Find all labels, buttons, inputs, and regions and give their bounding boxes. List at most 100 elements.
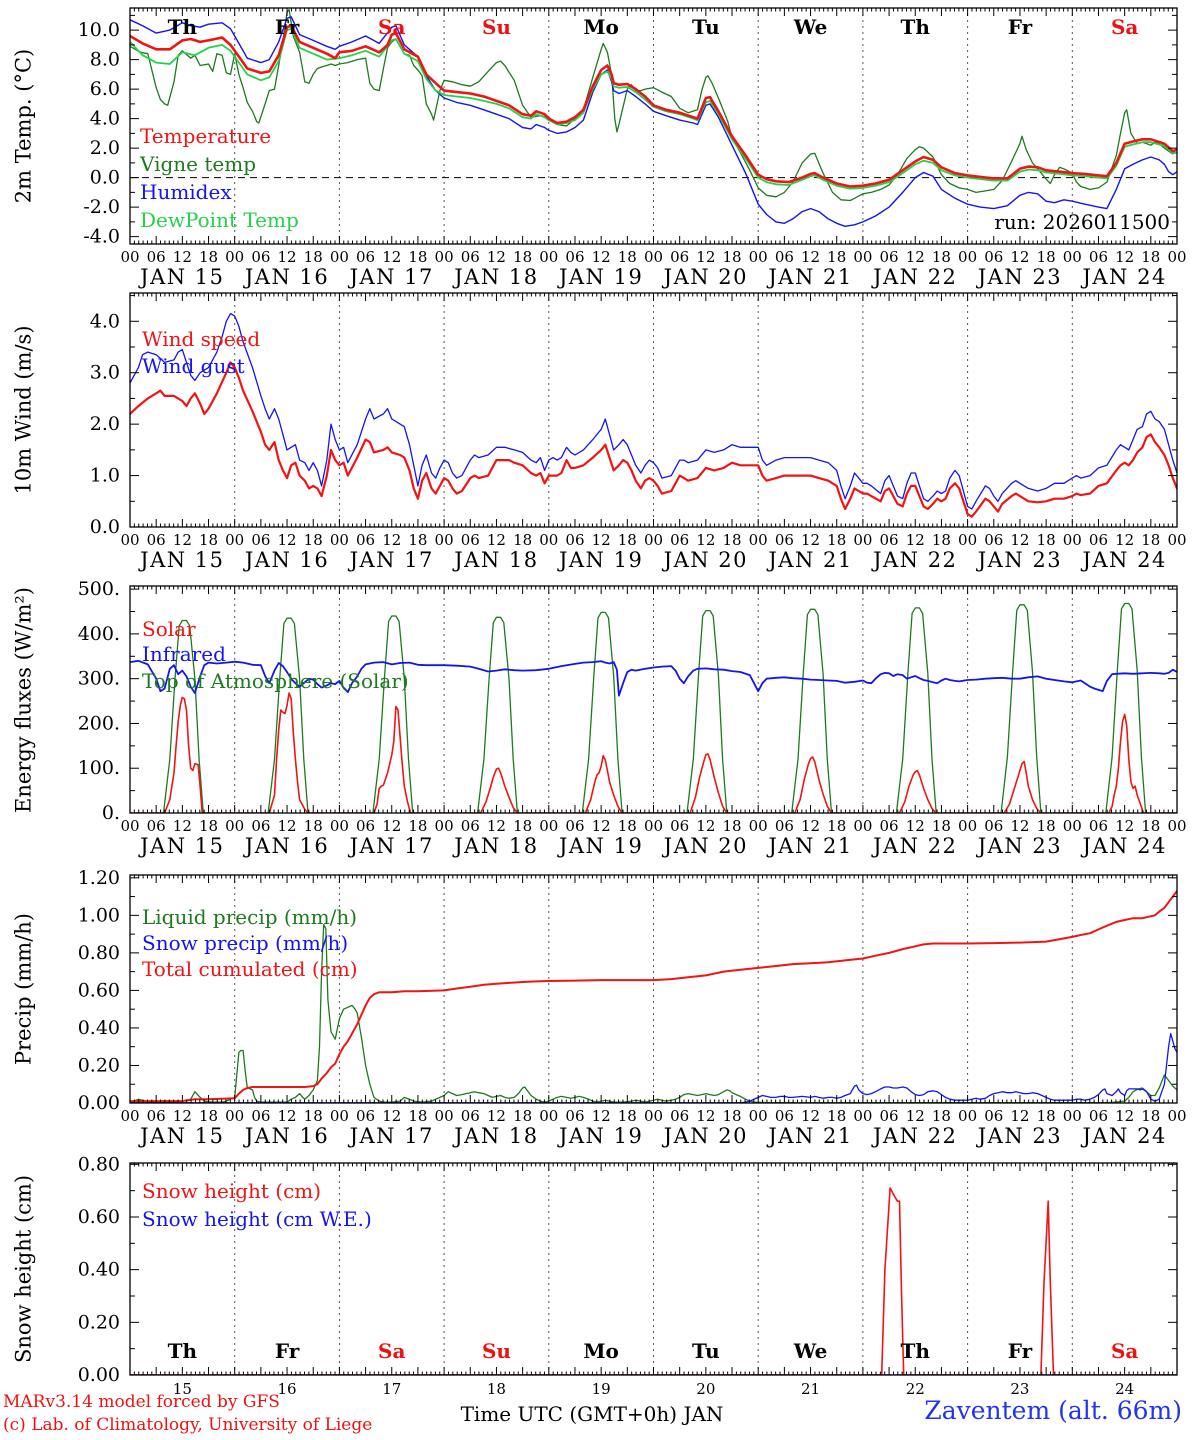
- svg-text:18: 18: [408, 817, 427, 835]
- svg-text:Fr: Fr: [1008, 1339, 1033, 1363]
- svg-text:06: 06: [1089, 248, 1108, 266]
- svg-text:24: 24: [1115, 1380, 1134, 1398]
- svg-text:JAN 24: JAN 24: [1080, 548, 1166, 572]
- svg-text:18: 18: [1141, 1107, 1160, 1125]
- svg-text:2.0: 2.0: [90, 413, 120, 435]
- svg-text:18: 18: [408, 1107, 427, 1125]
- legend-humidex: Humidex: [140, 180, 232, 204]
- svg-text:23: 23: [1010, 1380, 1029, 1398]
- svg-text:0.00: 0.00: [78, 1092, 120, 1114]
- svg-text:Fr: Fr: [1008, 15, 1033, 39]
- svg-text:06: 06: [565, 248, 584, 266]
- svg-text:JAN 15: JAN 15: [138, 265, 224, 289]
- y-axis-title-energy: Energy fluxes (W/m²): [11, 587, 36, 813]
- svg-text:16: 16: [278, 1380, 297, 1398]
- legend-wind-speed: Wind speed: [142, 327, 261, 351]
- svg-text:18: 18: [722, 817, 741, 835]
- svg-text:06: 06: [461, 817, 480, 835]
- svg-text:18: 18: [932, 817, 951, 835]
- svg-text:12: 12: [801, 1107, 820, 1125]
- svg-text:00: 00: [225, 248, 244, 266]
- svg-text:18: 18: [1037, 1107, 1056, 1125]
- svg-text:12: 12: [801, 248, 820, 266]
- svg-text:JAN 18: JAN 18: [452, 265, 538, 289]
- svg-text:06: 06: [565, 531, 584, 549]
- svg-text:JAN 19: JAN 19: [557, 834, 643, 858]
- svg-text:18: 18: [722, 531, 741, 549]
- svg-text:06: 06: [147, 1107, 166, 1125]
- svg-text:18: 18: [932, 531, 951, 549]
- svg-text:JAN 24: JAN 24: [1080, 834, 1166, 858]
- svg-text:00: 00: [435, 531, 454, 549]
- svg-text:Sa: Sa: [1111, 1339, 1138, 1363]
- svg-text:18: 18: [487, 1380, 506, 1398]
- svg-text:18: 18: [827, 817, 846, 835]
- svg-text:JAN 23: JAN 23: [976, 265, 1062, 289]
- svg-text:18: 18: [304, 248, 323, 266]
- credit-line-1: MARv3.14 model forced by GFS: [3, 1392, 280, 1412]
- svg-text:JAN 21: JAN 21: [766, 834, 852, 858]
- y-axis-title-temperature: 2m Temp. (°C): [11, 48, 36, 204]
- svg-text:300.: 300.: [78, 668, 120, 690]
- svg-text:06: 06: [251, 248, 270, 266]
- svg-text:00: 00: [749, 248, 768, 266]
- legend-total-cumulated: Total cumulated (cm): [142, 957, 358, 981]
- svg-text:JAN 16: JAN 16: [243, 834, 329, 858]
- svg-text:00: 00: [958, 248, 977, 266]
- svg-text:We: We: [793, 1339, 828, 1363]
- svg-text:JAN 16: JAN 16: [243, 548, 329, 572]
- svg-text:12: 12: [906, 531, 925, 549]
- svg-text:Sa: Sa: [1111, 15, 1138, 39]
- svg-text:12: 12: [173, 1107, 192, 1125]
- svg-text:00: 00: [539, 817, 558, 835]
- svg-text:JAN 17: JAN 17: [348, 548, 434, 572]
- svg-text:00: 00: [1167, 248, 1186, 266]
- svg-text:00: 00: [644, 248, 663, 266]
- svg-text:12: 12: [487, 1107, 506, 1125]
- svg-text:18: 18: [304, 817, 323, 835]
- svg-text:JAN 22: JAN 22: [871, 265, 957, 289]
- svg-text:19: 19: [592, 1380, 611, 1398]
- svg-text:12: 12: [1010, 531, 1029, 549]
- svg-text:06: 06: [775, 1107, 794, 1125]
- svg-text:06: 06: [461, 1107, 480, 1125]
- svg-text:JAN 24: JAN 24: [1080, 1124, 1166, 1148]
- svg-text:12: 12: [592, 817, 611, 835]
- svg-text:06: 06: [670, 248, 689, 266]
- svg-text:0.80: 0.80: [78, 1153, 120, 1175]
- legend-solar: Solar: [142, 617, 196, 641]
- svg-text:12: 12: [487, 531, 506, 549]
- run-label: run: 2026011500: [994, 210, 1170, 234]
- svg-text:18: 18: [618, 817, 637, 835]
- svg-text:12: 12: [696, 1107, 715, 1125]
- svg-text:12: 12: [278, 1107, 297, 1125]
- svg-text:00: 00: [435, 817, 454, 835]
- svg-text:12: 12: [592, 531, 611, 549]
- svg-text:00: 00: [435, 248, 454, 266]
- svg-text:18: 18: [199, 1107, 218, 1125]
- svg-text:12: 12: [696, 531, 715, 549]
- svg-text:06: 06: [356, 817, 375, 835]
- svg-text:4.0: 4.0: [90, 310, 120, 332]
- svg-text:06: 06: [565, 817, 584, 835]
- svg-text:00: 00: [853, 1107, 872, 1125]
- svg-text:JAN 23: JAN 23: [976, 548, 1062, 572]
- svg-text:12: 12: [696, 248, 715, 266]
- svg-text:00: 00: [958, 531, 977, 549]
- svg-text:JAN 19: JAN 19: [557, 548, 643, 572]
- y-axis-title-snow: Snow height (cm): [11, 1174, 36, 1364]
- svg-text:06: 06: [984, 1107, 1003, 1125]
- svg-text:-2.0: -2.0: [83, 196, 120, 218]
- svg-text:00: 00: [853, 817, 872, 835]
- svg-text:JAN 20: JAN 20: [662, 1124, 748, 1148]
- svg-text:18: 18: [304, 531, 323, 549]
- svg-text:22: 22: [906, 1380, 925, 1398]
- svg-text:06: 06: [880, 1107, 899, 1125]
- svg-text:-4.0: -4.0: [83, 226, 120, 248]
- svg-text:12: 12: [1115, 817, 1134, 835]
- svg-text:12: 12: [592, 1107, 611, 1125]
- svg-text:JAN 18: JAN 18: [452, 548, 538, 572]
- svg-text:18: 18: [1141, 817, 1160, 835]
- legend-infrared: Infrared: [142, 642, 226, 666]
